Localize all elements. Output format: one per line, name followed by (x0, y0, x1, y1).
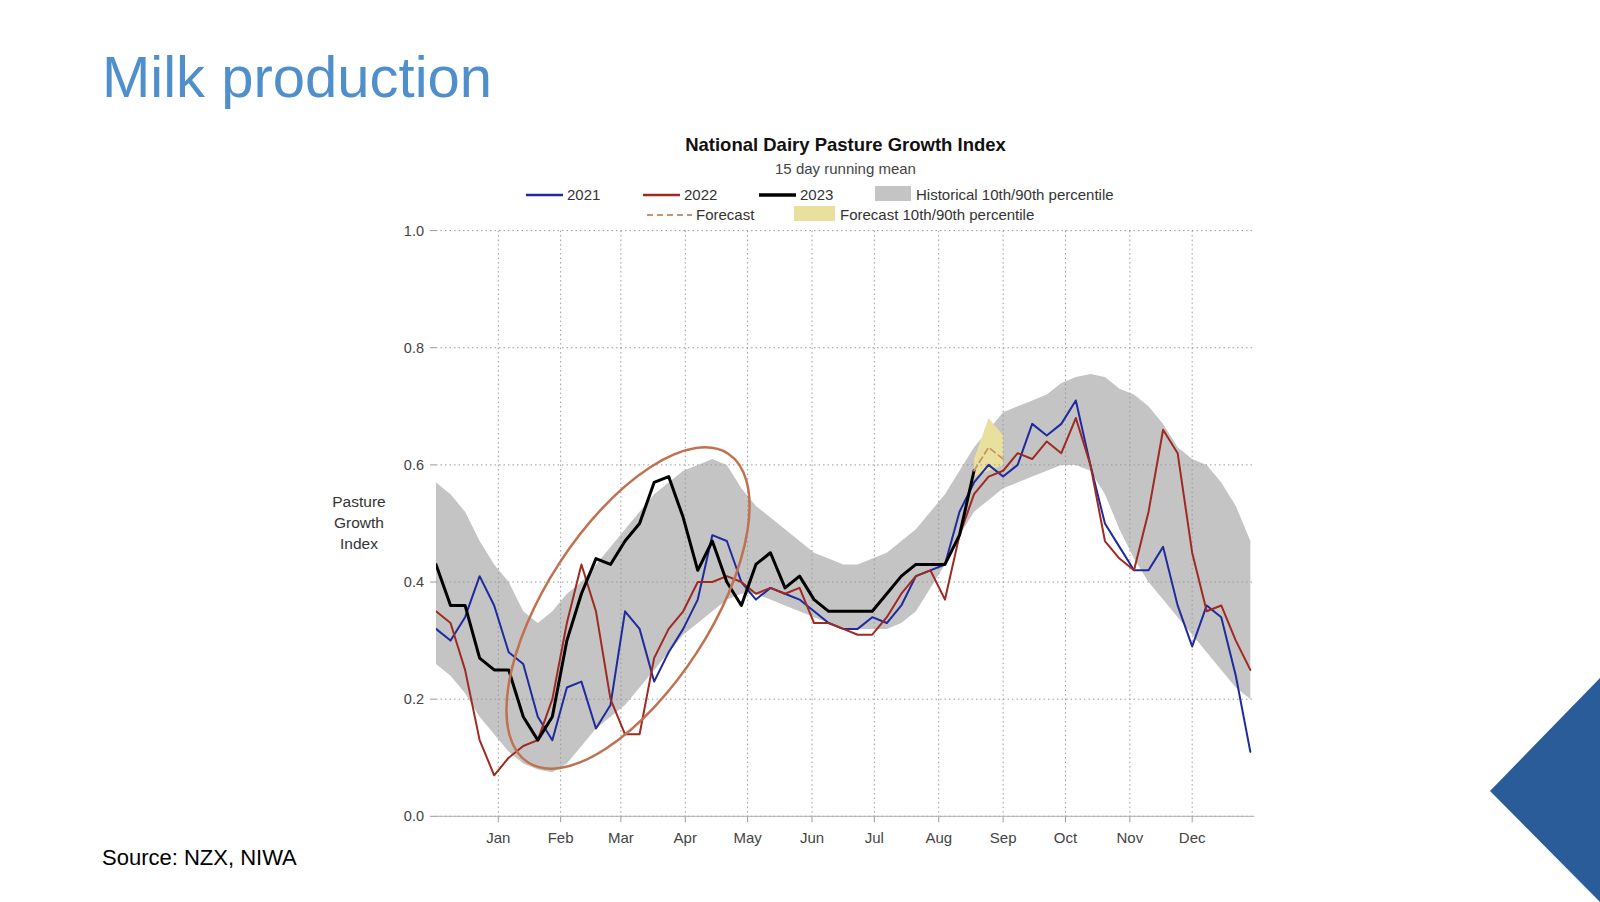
y-grid-line (436, 816, 1255, 817)
legend-swatch (643, 194, 680, 197)
series-line (436, 471, 974, 740)
legend-swatch (526, 194, 563, 197)
series-line (436, 400, 1250, 751)
source-note: Source: NZX, NIWA (102, 845, 297, 870)
percentile-band (974, 418, 1003, 477)
y-axis-label: Pasture Growth Index (332, 493, 385, 552)
y-tick (430, 582, 436, 583)
x-tick (560, 816, 561, 822)
x-tick-label: Nov (1117, 829, 1144, 846)
y-axis-label-line: Growth (334, 514, 384, 531)
lines (436, 400, 1250, 775)
y-tick (430, 230, 436, 231)
series-line (974, 447, 1003, 470)
x-tick-label: Jun (800, 829, 824, 846)
y-tick-label: 1.0 (404, 223, 424, 239)
x-grid-line (874, 231, 875, 817)
y-axis-label-line: Index (340, 535, 378, 552)
y-tick (430, 699, 436, 700)
plot-area (436, 374, 1250, 772)
percentile-band (436, 374, 1250, 772)
y-tick (430, 816, 436, 817)
x-tick-label: Aug (925, 829, 952, 846)
y-tick (430, 464, 436, 465)
legend-label: 2021 (567, 186, 600, 203)
x-tick-label: May (733, 829, 762, 846)
legend-label: Forecast (696, 206, 755, 223)
y-tick-label: 0.6 (404, 457, 424, 473)
legend-swatch (759, 193, 796, 197)
annotation-ellipse (459, 409, 797, 807)
x-tick (1003, 816, 1004, 822)
legend-label: Forecast 10th/90th percentile (840, 206, 1034, 223)
legend-swatch (794, 206, 835, 221)
grid (436, 231, 1255, 817)
x-grid-line (938, 231, 939, 817)
x-tick (812, 816, 813, 822)
x-tick (938, 816, 939, 822)
y-axis-label-line: Pasture (332, 493, 385, 510)
x-tick-label: Feb (548, 829, 574, 846)
y-tick-label: 0.4 (404, 574, 424, 590)
legend-label: 2022 (684, 186, 717, 203)
y-grid-line (436, 582, 1255, 583)
legend: 2021 2022 2023 Historical 10th/90th percent… (526, 186, 1114, 223)
y-grid-line (436, 347, 1255, 348)
x-tick-label: Mar (608, 829, 634, 846)
x-tick (1065, 816, 1066, 822)
legend-label: Historical 10th/90th percentile (916, 186, 1114, 203)
page-title: Milk production (102, 44, 492, 109)
x-grid-line (812, 231, 813, 817)
y-grid-line (436, 464, 1255, 465)
y-grid-line (436, 230, 1255, 231)
x-tick-label: Sep (990, 829, 1017, 846)
x-grid-line (498, 231, 499, 817)
x-grid-line (1003, 231, 1004, 817)
slide: Milk production Source: NZX, NIWA National… (0, 0, 1600, 902)
x-tick-label: Oct (1054, 829, 1078, 846)
y-grid-line (436, 699, 1255, 700)
chart-subtitle: 15 day running mean (775, 160, 916, 177)
y-tick-label: 0.0 (404, 808, 424, 824)
x-grid-line (560, 231, 561, 817)
x-grid-line (1192, 231, 1193, 817)
x-tick (685, 816, 686, 822)
x-axis-line (436, 816, 1255, 817)
x-grid-line (1065, 231, 1066, 817)
x-grid-line (620, 231, 621, 817)
x-tick (1129, 816, 1130, 822)
legend-label: 2023 (800, 186, 833, 203)
decor-triangle (1490, 678, 1600, 902)
x-tick (874, 816, 875, 822)
y-tick-label: 0.2 (404, 691, 424, 707)
x-grid-line (1129, 231, 1130, 817)
x-tick (1192, 816, 1193, 822)
x-tick-label: Jan (486, 829, 510, 846)
x-tick-label: Apr (674, 829, 697, 846)
legend-swatch (647, 214, 692, 216)
y-tick (430, 347, 436, 348)
legend-swatch (875, 186, 911, 201)
y-tick-label: 0.8 (404, 340, 424, 356)
x-tick-label: Jul (865, 829, 884, 846)
x-tick (498, 816, 499, 822)
x-tick (620, 816, 621, 822)
chart-title: National Dairy Pasture Growth Index (685, 134, 1006, 155)
x-tick-label: Dec (1179, 829, 1206, 846)
background (0, 0, 1600, 902)
x-tick (747, 816, 748, 822)
series-line (436, 418, 1250, 775)
